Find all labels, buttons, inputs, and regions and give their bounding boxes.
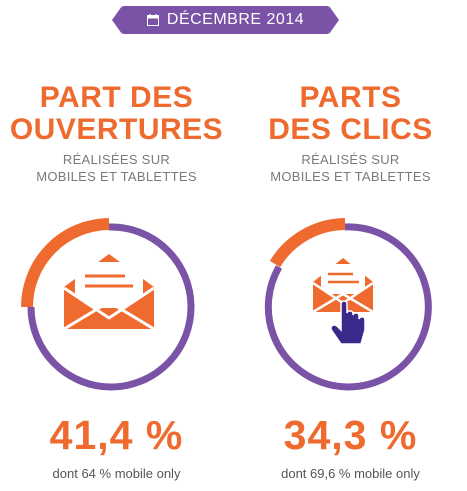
- clicks-subtitle-line1: RÉALISÉS SUR: [301, 152, 400, 167]
- clicks-value: 34,3 %: [283, 412, 418, 458]
- opens-note: dont 64 % mobile only: [52, 466, 181, 481]
- clicks-ring-gauge: [264, 218, 432, 391]
- clicks-title: PARTS DES CLICS: [234, 82, 467, 146]
- date-label: DÉCEMBRE 2014: [166, 11, 305, 28]
- calendar-icon: [146, 14, 159, 26]
- clicks-subtitle: RÉALISÉS SUR MOBILES ET TABLETTES: [234, 151, 467, 185]
- clicks-ring-purple-arc: [264, 223, 432, 391]
- opens-ring-purple-arc: [27, 223, 195, 391]
- opens-title-line1: PART DES: [39, 81, 194, 114]
- envelope-click-icon: [312, 258, 374, 314]
- opens-title: PART DES OUVERTURES: [0, 82, 233, 146]
- open-envelope-icon: [63, 254, 155, 331]
- opens-subtitle: RÉALISÉES SUR MOBILES ET TABLETTES: [0, 151, 233, 185]
- clicks-title-line1: PARTS: [299, 81, 402, 114]
- opens-ring-gauge: [21, 218, 195, 391]
- date-banner: DÉCEMBRE 2014: [112, 6, 339, 34]
- clicks-ring-orange-arc: [269, 218, 346, 268]
- opens-subtitle-line2: MOBILES ET TABLETTES: [36, 169, 197, 184]
- opens-ring-orange-arc: [21, 218, 110, 308]
- opens-panel: PART DES OUVERTURES RÉALISÉES SUR MOBILE…: [0, 0, 233, 491]
- opens-title-line2: OUVERTURES: [9, 113, 224, 146]
- opens-subtitle-line1: RÉALISÉES SUR: [62, 152, 171, 167]
- clicks-title-line2: DES CLICS: [268, 113, 433, 146]
- pointer-hand-icon: [330, 300, 366, 345]
- clicks-subtitle-line2: MOBILES ET TABLETTES: [270, 169, 431, 184]
- clicks-note: dont 69,6 % mobile only: [281, 466, 420, 481]
- clicks-panel: PARTS DES CLICS RÉALISÉS SUR MOBILES ET …: [234, 0, 467, 491]
- opens-value: 41,4 %: [49, 412, 184, 458]
